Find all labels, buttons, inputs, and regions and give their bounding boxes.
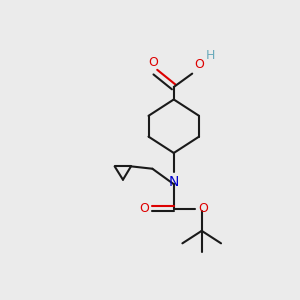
Text: H: H xyxy=(206,49,215,62)
Text: O: O xyxy=(199,202,208,215)
Text: N: N xyxy=(169,175,179,189)
Text: O: O xyxy=(139,202,149,215)
Text: O: O xyxy=(148,56,158,69)
Text: O: O xyxy=(195,58,205,71)
